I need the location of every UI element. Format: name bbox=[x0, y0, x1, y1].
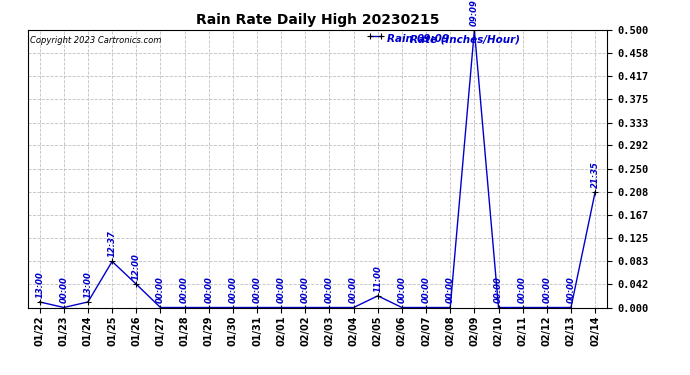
Text: 00:00: 00:00 bbox=[59, 276, 68, 303]
Title: Rain Rate Daily High 20230215: Rain Rate Daily High 20230215 bbox=[196, 13, 439, 27]
Text: 00:00: 00:00 bbox=[494, 276, 503, 303]
Text: 00:00: 00:00 bbox=[204, 276, 213, 303]
Text: 00:00: 00:00 bbox=[301, 276, 310, 303]
Text: 00:00: 00:00 bbox=[542, 276, 551, 303]
Text: 21:35: 21:35 bbox=[591, 161, 600, 188]
Text: Rain: Rain bbox=[387, 34, 417, 44]
Text: 12:37: 12:37 bbox=[108, 230, 117, 257]
Text: 00:00: 00:00 bbox=[156, 276, 165, 303]
Text: 00:00: 00:00 bbox=[518, 276, 527, 303]
Text: Copyright 2023 Cartronics.com: Copyright 2023 Cartronics.com bbox=[30, 36, 162, 45]
Text: 00:00: 00:00 bbox=[180, 276, 189, 303]
Text: 00:00: 00:00 bbox=[277, 276, 286, 303]
Text: 09:09: 09:09 bbox=[470, 0, 479, 26]
Text: 12:00: 12:00 bbox=[132, 253, 141, 280]
Text: 13:00: 13:00 bbox=[35, 271, 44, 298]
Text: 00:00: 00:00 bbox=[325, 276, 334, 303]
Text: 13:00: 13:00 bbox=[83, 271, 92, 298]
Text: 00:00: 00:00 bbox=[446, 276, 455, 303]
Text: 00:00: 00:00 bbox=[566, 276, 575, 303]
Text: 00:00: 00:00 bbox=[253, 276, 262, 303]
Text: 11:00: 11:00 bbox=[373, 265, 382, 292]
Text: Rate (Inches/Hour): Rate (Inches/Hour) bbox=[410, 34, 520, 44]
Text: 00:00: 00:00 bbox=[349, 276, 358, 303]
Text: 00:00: 00:00 bbox=[422, 276, 431, 303]
Text: 00:00: 00:00 bbox=[228, 276, 237, 303]
Text: 09:09: 09:09 bbox=[417, 34, 450, 44]
Text: 00:00: 00:00 bbox=[397, 276, 406, 303]
